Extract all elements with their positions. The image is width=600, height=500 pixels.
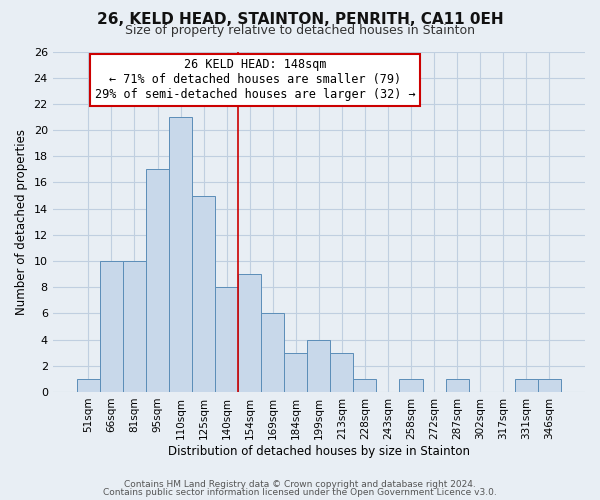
Bar <box>123 261 146 392</box>
Text: Contains HM Land Registry data © Crown copyright and database right 2024.: Contains HM Land Registry data © Crown c… <box>124 480 476 489</box>
Bar <box>146 170 169 392</box>
Bar <box>307 340 331 392</box>
Bar <box>446 379 469 392</box>
Text: Contains public sector information licensed under the Open Government Licence v3: Contains public sector information licen… <box>103 488 497 497</box>
Text: Size of property relative to detached houses in Stainton: Size of property relative to detached ho… <box>125 24 475 37</box>
Bar <box>215 287 238 392</box>
Bar <box>400 379 422 392</box>
Bar <box>192 196 215 392</box>
Bar <box>515 379 538 392</box>
Bar <box>169 117 192 392</box>
Text: 26 KELD HEAD: 148sqm
← 71% of detached houses are smaller (79)
29% of semi-detac: 26 KELD HEAD: 148sqm ← 71% of detached h… <box>95 58 415 102</box>
X-axis label: Distribution of detached houses by size in Stainton: Distribution of detached houses by size … <box>168 444 470 458</box>
Bar <box>77 379 100 392</box>
Bar <box>353 379 376 392</box>
Bar <box>284 352 307 392</box>
Bar <box>538 379 561 392</box>
Bar <box>331 352 353 392</box>
Bar <box>261 314 284 392</box>
Bar <box>238 274 261 392</box>
Bar <box>100 261 123 392</box>
Text: 26, KELD HEAD, STAINTON, PENRITH, CA11 0EH: 26, KELD HEAD, STAINTON, PENRITH, CA11 0… <box>97 12 503 28</box>
Y-axis label: Number of detached properties: Number of detached properties <box>15 128 28 314</box>
